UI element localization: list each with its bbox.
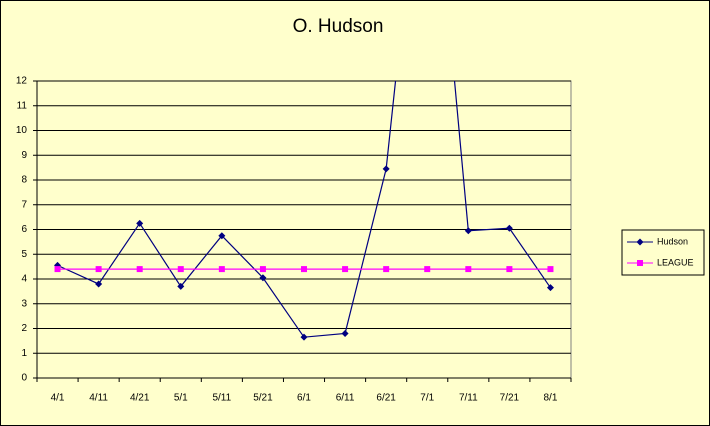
marker xyxy=(95,280,103,288)
marker xyxy=(136,266,143,273)
x-tick-label: 6/1 xyxy=(297,393,311,404)
legend-label: Hudson xyxy=(657,236,688,246)
plot-series xyxy=(54,81,554,341)
x-tick-label: 7/21 xyxy=(500,393,520,404)
marker xyxy=(341,329,349,337)
y-tick-label: 5 xyxy=(21,249,27,260)
legend-box xyxy=(621,229,705,276)
marker xyxy=(54,266,61,273)
marker xyxy=(506,266,513,273)
marker xyxy=(300,333,308,341)
x-tick-label: 8/1 xyxy=(544,393,558,404)
marker xyxy=(218,266,225,273)
marker xyxy=(136,219,144,227)
chart-title: O. Hudson xyxy=(293,16,384,37)
x-tick-label: 5/11 xyxy=(212,393,231,404)
marker xyxy=(546,284,554,292)
x-tick-label: 5/1 xyxy=(174,393,188,404)
y-tick-label: 7 xyxy=(21,199,27,210)
y-tick-label: 10 xyxy=(16,125,28,136)
y-tick-label: 12 xyxy=(16,76,28,87)
y-tick-label: 4 xyxy=(21,274,27,285)
y-tick-label: 8 xyxy=(21,175,27,186)
marker xyxy=(177,266,184,273)
marker xyxy=(259,266,266,273)
x-tick-label: 5/21 xyxy=(253,393,273,404)
y-tick-label: 1 xyxy=(21,348,27,359)
marker xyxy=(177,282,185,290)
marker xyxy=(505,224,513,232)
x-tick-label: 4/11 xyxy=(89,393,108,404)
x-tick-label: 7/11 xyxy=(459,393,478,404)
y-tick-label: 3 xyxy=(21,298,27,309)
y-tick-label: 0 xyxy=(21,373,27,384)
y-tick-label: 11 xyxy=(17,100,28,111)
marker xyxy=(424,266,431,273)
marker xyxy=(636,238,644,246)
x-tick-label: 4/1 xyxy=(51,393,65,404)
y-tick-label: 2 xyxy=(21,323,27,334)
x-tick-label: 4/21 xyxy=(130,393,150,404)
legend-label: LEAGUE xyxy=(657,257,694,267)
marker xyxy=(259,274,267,282)
marker xyxy=(342,266,349,273)
marker xyxy=(218,232,226,240)
marker xyxy=(464,227,472,235)
marker xyxy=(547,266,554,273)
marker xyxy=(95,266,102,273)
marker xyxy=(382,165,390,173)
marker xyxy=(465,266,472,273)
marker xyxy=(637,260,643,266)
y-tick-label: 6 xyxy=(21,224,27,235)
x-tick-label: 6/11 xyxy=(336,393,355,404)
x-tick-label: 7/1 xyxy=(420,393,434,404)
marker xyxy=(383,266,390,273)
marker xyxy=(301,266,307,273)
x-tick-label: 6/21 xyxy=(376,393,396,404)
y-tick-label: 9 xyxy=(21,150,27,161)
